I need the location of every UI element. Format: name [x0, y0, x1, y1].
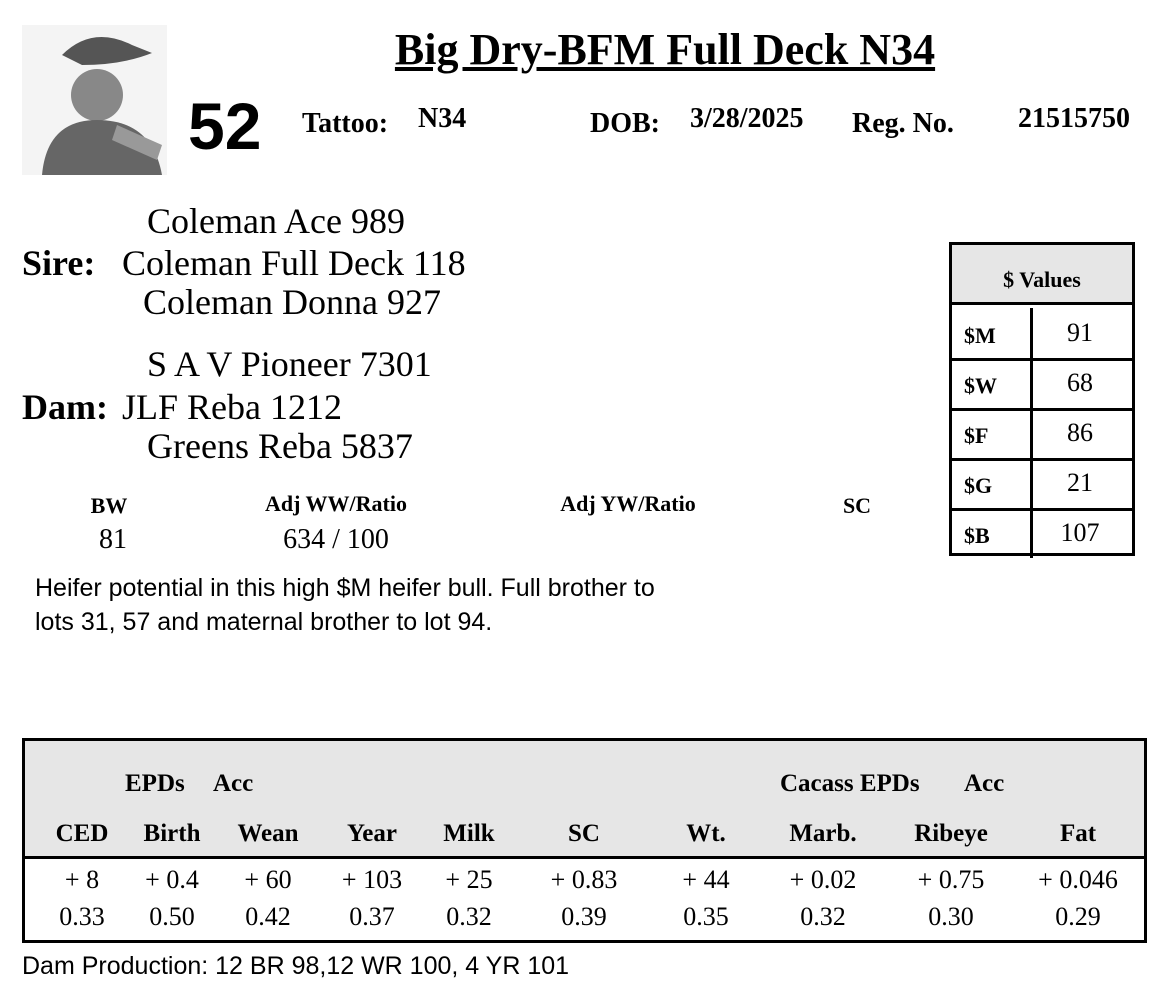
epd-group-label: Cacass EPDs	[780, 770, 920, 797]
epd-accuracy: 0.42	[245, 902, 291, 931]
dollar-label: $G	[964, 473, 993, 498]
lot-number: 52	[188, 89, 262, 163]
epd-column-header: Birth	[143, 820, 201, 847]
dollar-label: $B	[964, 523, 990, 548]
epd-column-header: CED	[55, 820, 109, 847]
dob-label: DOB:	[590, 108, 660, 139]
epd-group-label: Acc	[213, 770, 254, 797]
epd-column-header: Year	[347, 820, 397, 847]
perf-value: 81	[99, 524, 127, 555]
perf-value: 634 / 100	[283, 524, 389, 555]
epd-value: + 25	[445, 865, 493, 894]
epd-accuracy: 0.37	[349, 902, 395, 931]
dollar-col-divider	[1030, 358, 1033, 408]
dollar-col-divider	[1030, 508, 1033, 558]
epd-accuracy: 0.32	[446, 902, 492, 931]
epd-column-header: Ribeye	[914, 820, 988, 847]
epd-accuracy: 0.32	[800, 902, 846, 931]
perf-header: BW	[90, 493, 128, 518]
sire-sire: Coleman Ace 989	[147, 201, 405, 241]
dollar-label: $M	[964, 323, 996, 348]
dollar-row	[952, 408, 1132, 458]
epd-value: + 0.046	[1038, 865, 1118, 894]
epd-column-header: Marb.	[789, 820, 857, 847]
sire-label: Sire:	[22, 243, 96, 283]
sire-dam: Coleman Donna 927	[143, 282, 441, 322]
dam-sire: S A V Pioneer 7301	[147, 344, 432, 384]
epd-value: + 0.02	[789, 865, 857, 894]
dollar-col-divider	[1030, 408, 1033, 458]
tattoo: N34	[418, 103, 467, 134]
dollar-value: 86	[1067, 418, 1093, 447]
dollar-value: 91	[1067, 318, 1093, 347]
perf-header: Adj YW/Ratio	[560, 491, 696, 516]
tattoo-label: Tattoo:	[302, 108, 389, 139]
dam-label: Dam:	[22, 387, 108, 427]
dollar-row	[952, 358, 1132, 408]
dob: 3/28/2025	[690, 103, 804, 134]
dollar-value: 21	[1067, 468, 1093, 497]
epd-group-label: EPDs	[125, 770, 185, 797]
sire: Coleman Full Deck 118	[122, 243, 466, 283]
epd-value: + 44	[682, 865, 730, 894]
title: Big Dry-BFM Full Deck N34	[394, 25, 936, 74]
epd-accuracy: 0.50	[149, 902, 195, 931]
dollar-col-divider	[1030, 458, 1033, 508]
epd-value: + 103	[341, 865, 403, 894]
footer: Dam Production: 12 BR 98,12 WR 100, 4 YR…	[22, 952, 570, 980]
dollar-row	[952, 458, 1132, 508]
dollar-row	[952, 508, 1132, 558]
epd-column-header: SC	[568, 820, 600, 847]
epd-value: + 0.4	[145, 865, 199, 894]
dollar-values-table: $ Values $M 91 $W 68 $F 86 $G 21 $B 107	[949, 242, 1135, 558]
epd-value: + 8	[64, 865, 100, 894]
description-line: Heifer potential in this high $M heifer …	[35, 574, 655, 602]
epd-column-header: Wt.	[686, 820, 726, 847]
dollar-value: 107	[1060, 518, 1100, 547]
description-line: lots 31, 57 and maternal brother to lot …	[35, 608, 493, 636]
dollar-label: $W	[964, 373, 997, 398]
epd-value: + 0.75	[917, 865, 985, 894]
epd-accuracy: 0.39	[561, 902, 607, 931]
reg-number: 21515750	[1018, 103, 1130, 134]
epd-header	[25, 741, 1144, 859]
epd-accuracy: 0.29	[1055, 902, 1101, 931]
epd-column-header: Milk	[443, 820, 495, 847]
epd-accuracy: 0.33	[59, 902, 105, 931]
epd-table: EPDs Acc Cacass EPDs Acc CED + 8 0.33 Birth…	[22, 738, 1147, 943]
dollar-label: $F	[964, 423, 989, 448]
reg-label: Reg. No.	[852, 108, 954, 139]
epd-value: + 0.83	[550, 865, 618, 894]
epd-group-label: Acc	[964, 770, 1005, 797]
perf-header: Adj WW/Ratio	[265, 491, 407, 516]
photo	[22, 25, 167, 175]
dollar-col-divider	[1030, 308, 1033, 358]
dollar-values-header	[952, 245, 1132, 305]
dollar-values-title: $ Values	[1003, 267, 1081, 292]
epd-column-header: Fat	[1059, 820, 1097, 847]
dam-dam: Greens Reba 5837	[147, 426, 413, 466]
epd-value: + 60	[244, 865, 292, 894]
dollar-value: 68	[1067, 368, 1093, 397]
perf-header: SC	[842, 493, 872, 518]
epd-accuracy: 0.30	[928, 902, 974, 931]
epd-accuracy: 0.35	[683, 902, 729, 931]
dam: JLF Reba 1212	[122, 387, 342, 427]
epd-column-header: Wean	[237, 820, 299, 847]
